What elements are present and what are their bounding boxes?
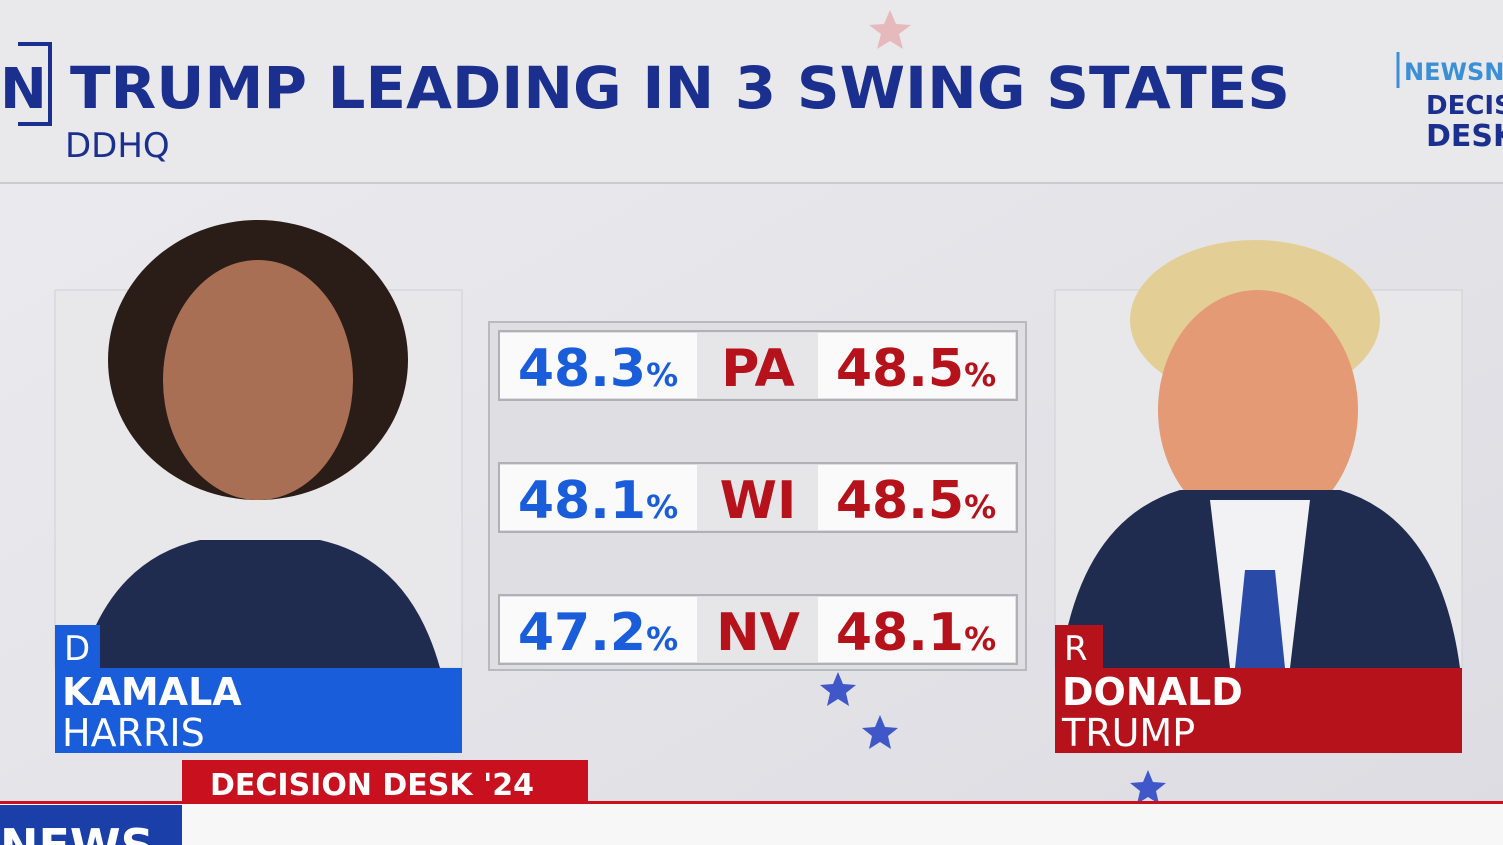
percent-sign: % (964, 620, 996, 658)
last-name: HARRIS (62, 711, 205, 755)
source: DDHQ (65, 126, 170, 166)
dem-share: 47.2% (518, 603, 678, 663)
rep-share-value: 48.5 (836, 471, 964, 531)
percent-sign: % (646, 488, 678, 526)
logo-bracket (18, 42, 52, 126)
rep-cell (818, 333, 1015, 398)
dem-share: 48.3% (518, 339, 678, 399)
ticker-logo-box (0, 805, 182, 845)
name-bar (1055, 668, 1462, 753)
corner-logo: DESK (1426, 119, 1503, 154)
state: NV (716, 603, 800, 663)
ticker-logo: NEWS (0, 819, 154, 845)
rep-cell (818, 465, 1015, 530)
rep-share-value: 48.5 (836, 339, 964, 399)
rep-cell (818, 597, 1015, 662)
portrait-face (163, 260, 353, 500)
star (1130, 770, 1166, 804)
ticker-label: DECISION DESK '24 (210, 768, 534, 803)
ticker-rule (0, 801, 1503, 804)
percent-sign: % (964, 356, 996, 394)
last-name: TRUMP (1061, 711, 1195, 755)
rep-share-value: 48.1 (836, 603, 964, 663)
ticker-tab (182, 760, 588, 803)
star (820, 672, 856, 706)
ticker-strip (0, 803, 1503, 845)
corner-logo: DECIS (1426, 91, 1503, 121)
corner-logo: NEWSN (1404, 58, 1503, 86)
dem-share-value: 47.2 (518, 603, 646, 663)
state: PA (721, 339, 795, 399)
dem-cell (500, 597, 697, 662)
results-rows: 48.3% PA 48.5%48.1% WI 48.5%47.2% NV 48.1% (498, 330, 1018, 665)
row-frame (498, 462, 1018, 533)
rep-share: 48.5% (836, 471, 996, 531)
rep-share: 48.5% (836, 339, 996, 399)
first-name: KAMALA (62, 670, 242, 714)
percent-sign: % (964, 488, 996, 526)
header-band (0, 0, 1503, 183)
portrait-body (80, 540, 440, 668)
percent-sign: % (646, 620, 678, 658)
state-cell (697, 333, 818, 398)
star (862, 715, 898, 749)
dem-cell (500, 465, 697, 530)
state: WI (720, 471, 797, 531)
dem-share: 48.1% (518, 471, 678, 531)
logo-letter: N (0, 57, 47, 122)
dem-share-value: 48.1 (518, 471, 646, 531)
state-cell (697, 597, 818, 662)
first-name: DONALD (1062, 670, 1243, 714)
rep-share: 48.1% (836, 603, 996, 663)
portrait-tie (1235, 570, 1285, 668)
percent-sign: % (646, 356, 678, 394)
portrait-face (1158, 290, 1358, 530)
party-box (55, 625, 100, 668)
party-box (1055, 625, 1103, 668)
star (869, 10, 911, 49)
dem-cell (500, 333, 697, 398)
title: TRUMP LEADING IN 3 SWING STATES (70, 54, 1290, 122)
party: R (1064, 629, 1088, 669)
row-frame (498, 594, 1018, 665)
dem-share-value: 48.3 (518, 339, 646, 399)
state-cell (697, 465, 818, 530)
row-frame (498, 330, 1018, 401)
party: D (64, 629, 90, 669)
name-bar (55, 668, 462, 753)
